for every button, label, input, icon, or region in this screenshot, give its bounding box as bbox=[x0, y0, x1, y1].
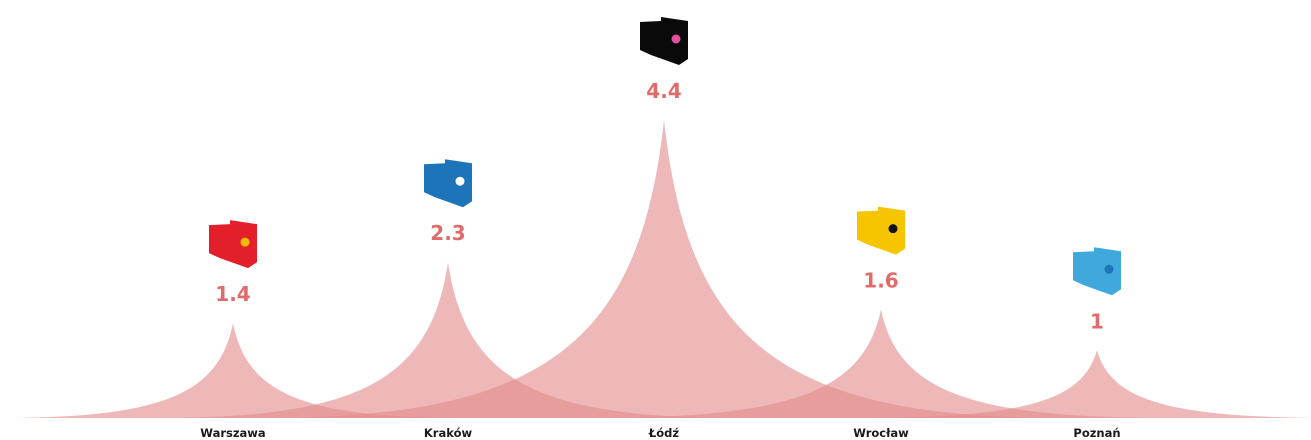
value-label-warszawa: 1.4 bbox=[215, 282, 250, 306]
icons-layer bbox=[209, 17, 1121, 296]
value-label-wroclaw: 1.6 bbox=[863, 269, 898, 293]
value-label-poznan: 1 bbox=[1090, 309, 1104, 333]
tick-labels-layer: Warszawa Kraków Łódź Wrocław Poznań bbox=[200, 426, 1120, 440]
peak-warszawa bbox=[0, 323, 468, 418]
tick-label-krakow: Kraków bbox=[424, 426, 473, 440]
city-shield-icon-lodz bbox=[640, 17, 688, 65]
tick-label-warszawa: Warszawa bbox=[200, 426, 265, 440]
city-shield-icon-wroclaw bbox=[857, 206, 905, 255]
city-shield-icon-krakow bbox=[424, 159, 472, 208]
tick-label-lodz: Łódź bbox=[648, 426, 680, 440]
city-shield-icon-poznan bbox=[1073, 247, 1121, 296]
city-shield-icon-warszawa bbox=[209, 220, 257, 269]
peak-poznan bbox=[857, 350, 1311, 418]
tick-label-wroclaw: Wrocław bbox=[853, 426, 909, 440]
value-labels-layer: 1.4 2.3 4.4 1.6 1 bbox=[215, 79, 1104, 333]
peak-wroclaw bbox=[591, 309, 1171, 418]
value-label-krakow: 2.3 bbox=[430, 221, 465, 245]
peak-krakow bbox=[158, 262, 738, 418]
peak-lodz bbox=[264, 120, 1064, 418]
value-label-lodz: 4.4 bbox=[646, 79, 681, 103]
peaks-layer bbox=[0, 120, 1311, 418]
tick-label-poznan: Poznań bbox=[1073, 426, 1120, 440]
